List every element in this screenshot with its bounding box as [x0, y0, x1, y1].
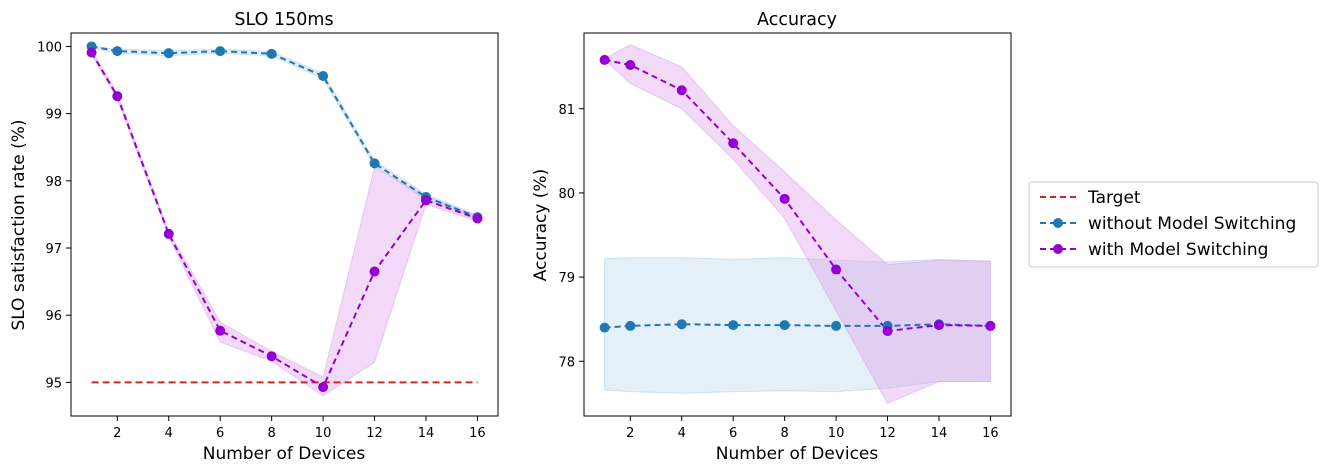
x-tick-label: 16: [469, 426, 486, 441]
band-with: [604, 44, 991, 405]
data-point-with: [779, 193, 790, 204]
data-point-with: [985, 320, 996, 331]
legend-box: [1028, 181, 1319, 268]
legend-marker-without: [1053, 218, 1063, 228]
data-point-without: [831, 320, 842, 331]
plot-content: [604, 44, 991, 405]
y-axis-label-slo: SLO satisfaction rate (%): [9, 119, 29, 330]
data-point-with: [625, 59, 636, 70]
x-tick-label: 8: [267, 426, 275, 441]
data-point-with: [933, 320, 944, 331]
x-tick-label: 2: [113, 426, 121, 441]
legend-item-target: Target: [1040, 188, 1141, 208]
legend: Target without Model Switching with Mode…: [1028, 181, 1319, 268]
plot-frame: [70, 32, 499, 417]
data-point-with: [676, 85, 687, 96]
x-tick-label: 10: [828, 426, 845, 441]
plot-area-accuracy: 2 4 6 8 10 12 14 16 78 79 80 81: [558, 32, 1012, 441]
data-point-with: [266, 351, 277, 362]
legend-item-without: without Model Switching: [1040, 214, 1296, 234]
x-tick-label: 10: [315, 426, 332, 441]
x-tick-label: 4: [165, 426, 173, 441]
legend-item-with: with Model Switching: [1040, 240, 1268, 260]
y-tick-label: 95: [45, 376, 62, 391]
y-axis-label-accuracy: Accuracy (%): [531, 169, 551, 281]
x-tick-label: 8: [780, 426, 788, 441]
y-tick-label: 78: [558, 355, 575, 370]
x-tick-label: 12: [366, 426, 383, 441]
x-axis-label-slo: Number of Devices: [203, 444, 366, 464]
data-point-with: [86, 47, 97, 58]
band-with: [91, 48, 478, 397]
legend-label-without: without Model Switching: [1088, 214, 1296, 234]
data-point-without: [728, 320, 739, 331]
y-tick-label: 97: [45, 242, 62, 257]
y-tick-label: 79: [558, 271, 575, 286]
y-tick-label: 98: [45, 175, 62, 190]
x-tick-label: 6: [729, 426, 737, 441]
data-point-with: [728, 138, 739, 149]
legend-marker-with: [1053, 244, 1063, 254]
data-point-without: [625, 320, 636, 331]
y-tick-label: 99: [45, 108, 62, 123]
y-tick-label: 81: [558, 103, 575, 118]
legend-label-with: with Model Switching: [1088, 240, 1268, 260]
data-point-without: [266, 48, 277, 59]
chart-accuracy: Accuracy Number of Devices Accuracy (%) …: [531, 10, 1012, 464]
chart-slo: SLO 150ms Number of Devices SLO satisfac…: [9, 10, 499, 464]
data-point-without: [599, 322, 610, 333]
data-point-without: [318, 71, 329, 82]
chart-title-slo: SLO 150ms: [234, 10, 333, 30]
data-point-with: [163, 228, 174, 239]
data-point-with: [369, 266, 380, 277]
y-tick-label: 96: [45, 309, 62, 324]
data-point-with: [882, 325, 893, 336]
data-point-without: [369, 158, 380, 169]
plot-content: [90, 45, 478, 397]
data-point-without: [779, 320, 790, 331]
data-point-with: [318, 382, 329, 393]
plot-area-slo: 2 4 6 8 10 12 14 16 95 96 97 98 99 100: [37, 32, 499, 441]
x-tick-label: 16: [982, 426, 999, 441]
data-point-with: [215, 325, 226, 336]
x-tick-label: 6: [216, 426, 224, 441]
data-point-with: [112, 91, 123, 102]
x-tick-label: 12: [879, 426, 896, 441]
x-tick-label: 2: [626, 426, 634, 441]
x-axis-label-accuracy: Number of Devices: [716, 444, 879, 464]
data-point-with: [599, 54, 610, 65]
data-point-without: [112, 46, 123, 57]
data-point-without: [163, 48, 174, 59]
data-point-with: [420, 195, 431, 206]
plot-frame: [583, 32, 1012, 417]
x-tick-label: 4: [678, 426, 686, 441]
chart-title-accuracy: Accuracy: [757, 10, 837, 30]
legend-label-target: Target: [1087, 188, 1141, 208]
y-tick-label: 100: [37, 40, 62, 55]
data-point-without: [676, 319, 687, 330]
y-tick-label: 80: [558, 187, 575, 202]
data-point-without: [215, 46, 226, 57]
data-point-with: [831, 264, 842, 275]
x-tick-label: 14: [931, 426, 948, 441]
x-tick-label: 14: [418, 426, 435, 441]
data-point-with: [472, 213, 483, 224]
